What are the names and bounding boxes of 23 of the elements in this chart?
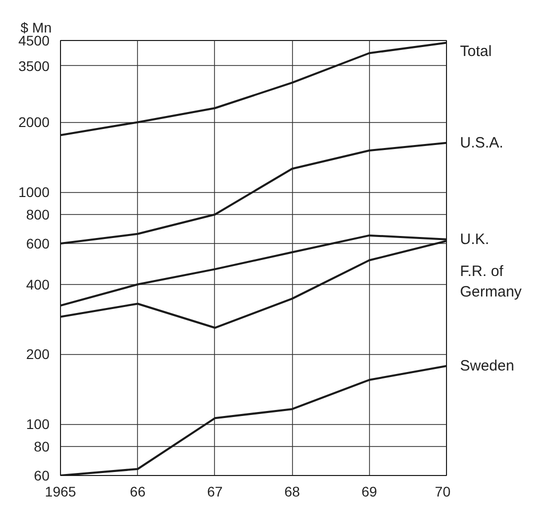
- y-tick-label: 3500: [18, 58, 50, 74]
- y-tick-label: 60: [34, 468, 50, 484]
- y-tick-label: 600: [26, 236, 50, 252]
- series-label: U.K.: [460, 230, 490, 248]
- y-tick-label: 80: [34, 438, 50, 455]
- series-label: Total: [460, 42, 492, 60]
- series-label: Sweden: [460, 357, 514, 374]
- y-tick-label: 100: [26, 416, 50, 432]
- y-tick-label: 200: [26, 346, 50, 362]
- x-tick-label: 1965: [44, 484, 76, 500]
- series-label: F.R. of Germany: [460, 263, 522, 300]
- x-tick-label: 68: [284, 484, 300, 500]
- y-tick-label: 800: [26, 206, 50, 223]
- y-tick-label: 4500: [18, 32, 50, 48]
- y-tick-label: 2000: [18, 114, 50, 130]
- x-tick-label: 70: [434, 484, 451, 500]
- x-tick-label: 69: [362, 484, 378, 500]
- x-tick-label: 66: [130, 484, 146, 500]
- y-axis-title: $ Mn: [20, 20, 52, 36]
- series-label: U.S.A.: [460, 134, 504, 152]
- y-tick-label: 1000: [18, 184, 50, 200]
- x-tick-label: 67: [207, 484, 223, 500]
- y-tick-label: 400: [26, 276, 50, 292]
